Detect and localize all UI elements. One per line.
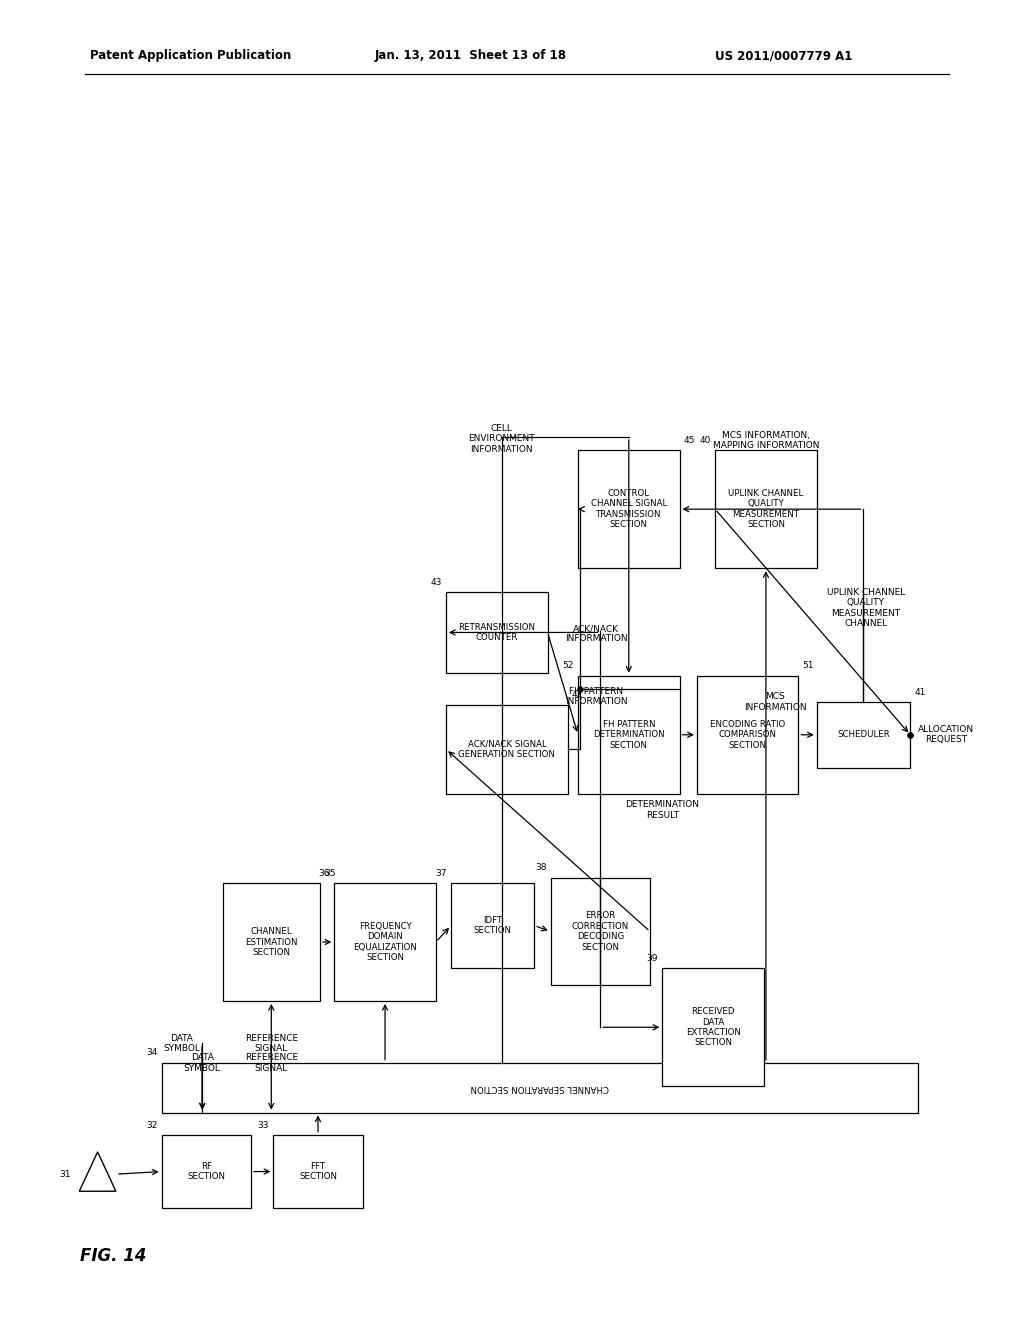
- Text: 34: 34: [146, 1048, 158, 1057]
- Bar: [162, 1063, 919, 1113]
- Text: 52: 52: [562, 661, 574, 671]
- Bar: [715, 450, 817, 568]
- Text: ERROR
CORRECTION
DECODING
SECTION: ERROR CORRECTION DECODING SECTION: [571, 911, 629, 952]
- Text: CHANNEL SEPARATION SECTION: CHANNEL SEPARATION SECTION: [471, 1084, 609, 1092]
- Bar: [551, 878, 650, 985]
- Text: 39: 39: [647, 954, 658, 964]
- Text: IDFT
SECTION: IDFT SECTION: [474, 916, 512, 936]
- Text: 41: 41: [914, 688, 926, 697]
- Bar: [334, 883, 436, 1001]
- Text: 45: 45: [684, 436, 695, 445]
- Text: 31: 31: [59, 1170, 72, 1179]
- Text: FFT
SECTION: FFT SECTION: [299, 1162, 337, 1181]
- Text: US 2011/0007779 A1: US 2011/0007779 A1: [715, 49, 853, 62]
- Text: FH PATTERN
DETERMINATION
SECTION: FH PATTERN DETERMINATION SECTION: [593, 719, 665, 750]
- Text: DETERMINATION
RESULT: DETERMINATION RESULT: [626, 800, 699, 820]
- Text: CHANNEL
ESTIMATION
SECTION: CHANNEL ESTIMATION SECTION: [245, 927, 298, 957]
- Bar: [162, 1135, 251, 1208]
- Text: 43: 43: [430, 578, 442, 586]
- Text: REFERENCE
SIGNAL: REFERENCE SIGNAL: [245, 1053, 298, 1073]
- Bar: [663, 969, 764, 1086]
- Text: 40: 40: [699, 436, 711, 445]
- Bar: [697, 676, 799, 793]
- Text: MCS
INFORMATION: MCS INFORMATION: [743, 692, 807, 711]
- Text: 42: 42: [572, 690, 584, 700]
- Text: ALLOCATION
REQUEST: ALLOCATION REQUEST: [919, 725, 975, 744]
- Bar: [446, 591, 548, 673]
- Bar: [578, 450, 680, 568]
- Text: 51: 51: [803, 661, 814, 671]
- Text: ACK/NACK SIGNAL
GENERATION SECTION: ACK/NACK SIGNAL GENERATION SECTION: [459, 739, 555, 759]
- Text: DATA
SYMBOL: DATA SYMBOL: [183, 1053, 220, 1073]
- Text: FREQUENCY
DOMAIN
EQUALIZATION
SECTION: FREQUENCY DOMAIN EQUALIZATION SECTION: [353, 921, 417, 962]
- Bar: [578, 676, 680, 793]
- Text: CELL
ENVIRONMENT
INFORMATION: CELL ENVIRONMENT INFORMATION: [469, 424, 536, 454]
- Text: 37: 37: [435, 869, 447, 878]
- Text: Jan. 13, 2011  Sheet 13 of 18: Jan. 13, 2011 Sheet 13 of 18: [375, 49, 567, 62]
- Bar: [451, 883, 535, 969]
- Text: 36: 36: [318, 869, 330, 878]
- Bar: [817, 702, 910, 767]
- Text: 38: 38: [535, 863, 547, 873]
- Text: RECEIVED
DATA
EXTRACTION
SECTION: RECEIVED DATA EXTRACTION SECTION: [686, 1007, 740, 1047]
- Text: UPLINK CHANNEL
QUALITY
MEASUREMENT
CHANNEL: UPLINK CHANNEL QUALITY MEASUREMENT CHANN…: [826, 587, 905, 628]
- Bar: [273, 1135, 362, 1208]
- Text: SCHEDULER: SCHEDULER: [837, 730, 890, 739]
- Text: DATA
SYMBOL: DATA SYMBOL: [164, 1034, 201, 1053]
- Text: 33: 33: [258, 1121, 269, 1130]
- Text: FH PATTERN
INFORMATION: FH PATTERN INFORMATION: [565, 686, 628, 706]
- Text: 35: 35: [325, 869, 336, 878]
- Text: CONTROL
CHANNEL SIGNAL
TRANSMISSION
SECTION: CONTROL CHANNEL SIGNAL TRANSMISSION SECT…: [591, 488, 667, 529]
- Text: FIG. 14: FIG. 14: [80, 1247, 146, 1265]
- Text: RETRANSMISSION
COUNTER: RETRANSMISSION COUNTER: [459, 623, 536, 642]
- Text: 32: 32: [146, 1121, 158, 1130]
- Text: MCS INFORMATION,
MAPPING INFORMATION: MCS INFORMATION, MAPPING INFORMATION: [713, 430, 819, 450]
- Text: RF
SECTION: RF SECTION: [187, 1162, 225, 1181]
- Bar: [222, 883, 321, 1001]
- Bar: [446, 705, 568, 793]
- Text: ENCODING RATIO
COMPARISON
SECTION: ENCODING RATIO COMPARISON SECTION: [710, 719, 785, 750]
- Text: REFERENCE
SIGNAL: REFERENCE SIGNAL: [245, 1034, 298, 1053]
- Text: UPLINK CHANNEL
QUALITY
MEASUREMENT
SECTION: UPLINK CHANNEL QUALITY MEASUREMENT SECTI…: [728, 488, 804, 529]
- Text: ACK/NACK
INFORMATION: ACK/NACK INFORMATION: [565, 624, 628, 643]
- Text: Patent Application Publication: Patent Application Publication: [90, 49, 292, 62]
